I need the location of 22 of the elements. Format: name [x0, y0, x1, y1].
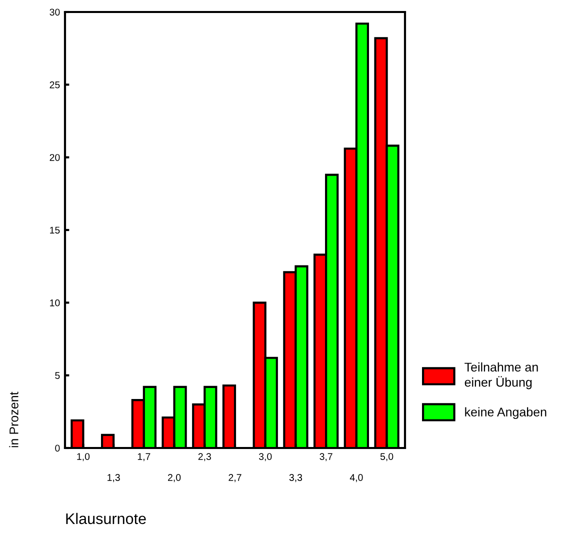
x-tick-label: 3,0: [258, 453, 272, 462]
x-tick-label: 2,0: [168, 474, 181, 482]
y-tick-label: 30: [50, 8, 60, 16]
x-tick-label: 5,0: [380, 453, 394, 462]
x-tick-label: 3,3: [289, 474, 302, 482]
x-tick-label: 2,3: [198, 453, 211, 462]
x-tick-label: 1,3: [108, 474, 120, 482]
y-tick-label: 5: [55, 372, 60, 379]
legend-label: Teilnahme an einer Übung: [464, 362, 538, 390]
y-tick-label: 25: [50, 81, 60, 88]
y-tick-label: 10: [50, 299, 60, 306]
x-tick-label: 1,7: [138, 453, 150, 462]
x-axis-title: Klausurnote: [66, 512, 146, 524]
y-axis-title: in Prozent: [9, 392, 18, 448]
y-tick-label: 15: [50, 226, 60, 234]
y-tick-label: 0: [55, 444, 60, 452]
x-tick-label: 2,7: [228, 474, 242, 482]
legend-label: keine Angaben: [465, 407, 546, 419]
y-tick-label: 20: [50, 154, 60, 161]
x-tick-label: 1,0: [77, 453, 90, 462]
x-tick-label: 4,0: [350, 474, 363, 482]
x-tick-label: 3,7: [320, 453, 332, 462]
